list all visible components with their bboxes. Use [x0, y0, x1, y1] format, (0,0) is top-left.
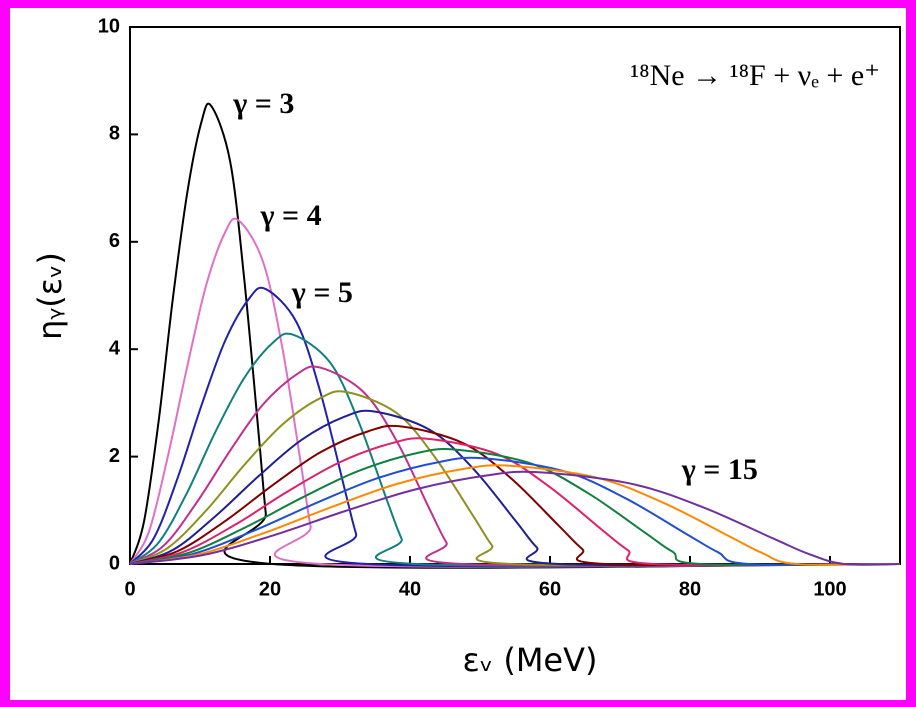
- series-line: [129, 470, 901, 566]
- series-line: [129, 464, 901, 566]
- series-line: [129, 286, 901, 568]
- y-axis-label: ηᵧ(εᵥ): [31, 252, 69, 340]
- series-line: [129, 456, 901, 566]
- curve-label: γ = 4: [260, 199, 322, 232]
- x-tick-label: 0: [124, 578, 135, 600]
- x-tick-label: 80: [679, 578, 701, 600]
- x-tick-label: 40: [399, 578, 421, 600]
- y-tick-label: 4: [109, 337, 121, 359]
- y-tick-label: 0: [109, 552, 120, 574]
- curve-label: γ = 3: [232, 87, 294, 120]
- curve-label: γ = 5: [291, 276, 353, 309]
- series-line: [129, 424, 901, 567]
- x-axis-label: εᵥ (MeV): [463, 641, 598, 679]
- y-tick-label: 6: [109, 230, 120, 252]
- series-line: [129, 332, 901, 567]
- y-tick-label: 8: [109, 123, 120, 145]
- series-line: [129, 365, 901, 567]
- series-line: [129, 409, 901, 567]
- x-tick-label: 20: [259, 578, 281, 600]
- equation: ¹⁸Ne → ¹⁸F + νₑ + e⁺: [630, 59, 880, 92]
- x-tick-label: 100: [813, 578, 846, 600]
- y-tick-label: 2: [109, 445, 120, 467]
- curve-label: γ = 15: [681, 453, 758, 486]
- series-line: [129, 437, 901, 567]
- series-line: [129, 102, 901, 569]
- y-tick-label: 10: [98, 15, 120, 37]
- x-tick-label: 60: [539, 578, 561, 600]
- series-line: [129, 448, 901, 566]
- series-line: [129, 217, 901, 568]
- background: [10, 8, 906, 700]
- series-line: [129, 390, 901, 567]
